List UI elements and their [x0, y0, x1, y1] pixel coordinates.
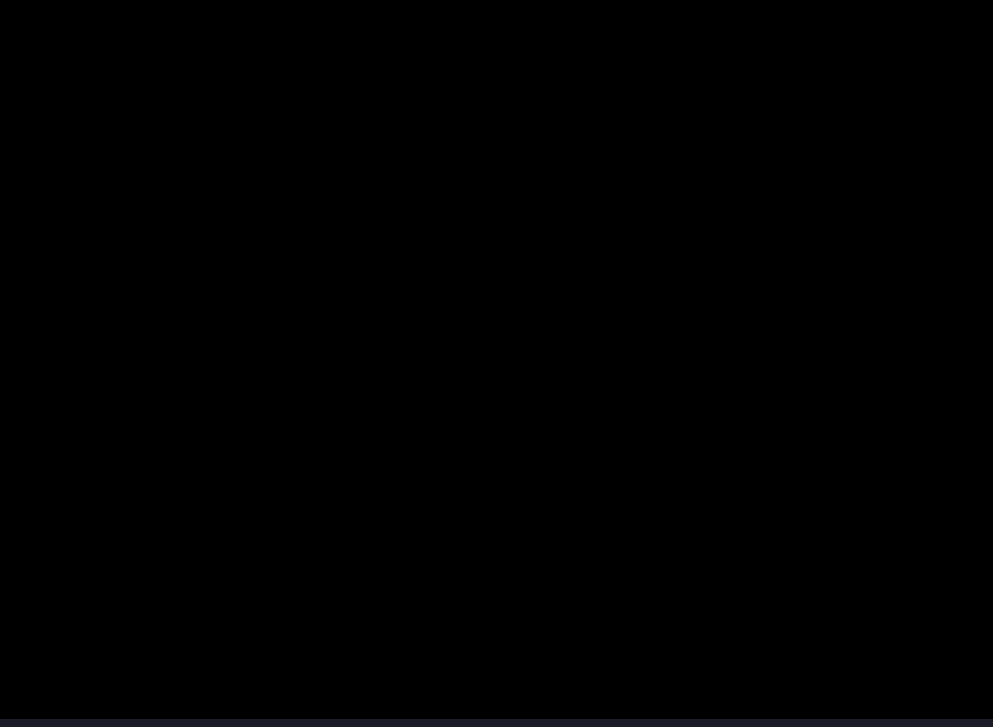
bottom-edge-strip — [0, 719, 993, 727]
